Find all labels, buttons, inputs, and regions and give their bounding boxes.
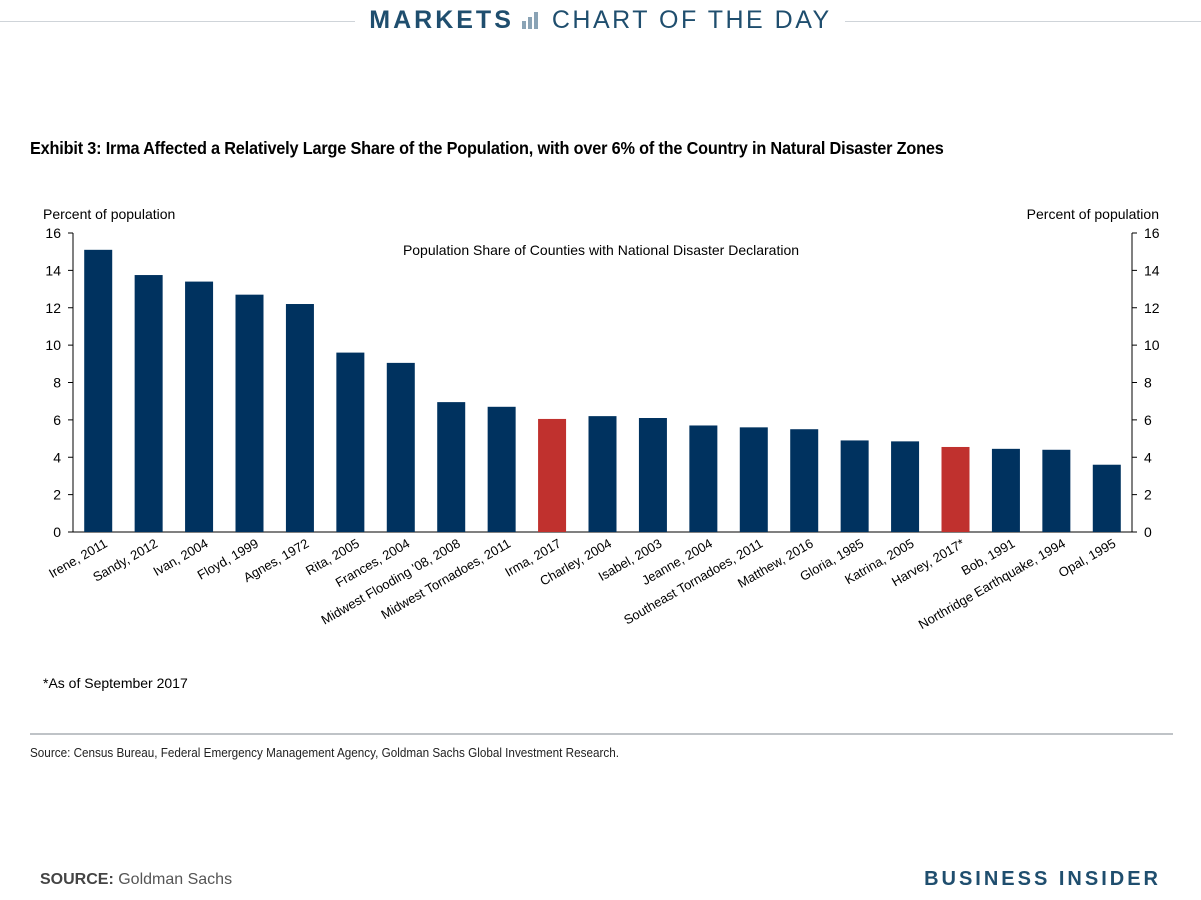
bar [487, 406, 516, 532]
bar [235, 294, 264, 532]
footnote: *As of September 2017 [43, 675, 188, 691]
bar [689, 425, 718, 532]
y-tick-label-left: 4 [53, 449, 61, 465]
y-tick-label-left: 14 [45, 262, 61, 278]
y-tick-label-right: 12 [1144, 300, 1160, 316]
chart-of-the-day-banner: MARKETS CHART OF THE DAY [0, 0, 1201, 44]
bar [185, 281, 214, 532]
y-tick-label-right: 16 [1144, 225, 1160, 241]
source-note: Source: Census Bureau, Federal Emergency… [30, 745, 619, 760]
bar [991, 448, 1020, 532]
bar [1042, 449, 1071, 532]
bar [1092, 464, 1121, 532]
y-tick-label-right: 14 [1144, 262, 1160, 278]
exhibit-title: Exhibit 3: Irma Affected a Relatively La… [30, 138, 944, 158]
banner-heading: MARKETS CHART OF THE DAY [0, 6, 1201, 35]
chart-title: Population Share of Counties with Nation… [403, 242, 799, 258]
markets-label: MARKETS [369, 6, 514, 34]
y-tick-label-left: 6 [53, 412, 61, 428]
divider [30, 733, 1173, 735]
y-tick-label-right: 8 [1144, 375, 1152, 391]
bar [891, 441, 920, 532]
banner-rule-right [845, 21, 1201, 22]
right-axis-label: Percent of population [1027, 206, 1159, 222]
y-tick-label-right: 4 [1144, 449, 1152, 465]
x-tick-label: Opal, 1995 [1056, 536, 1119, 581]
y-tick-label-left: 0 [53, 524, 61, 540]
bars [84, 249, 1121, 532]
bar [84, 249, 113, 532]
bar [840, 440, 869, 532]
source-label: SOURCE: [40, 871, 114, 888]
bar [588, 416, 617, 532]
y-tick-label-left: 2 [53, 487, 61, 503]
y-ticks: 0 0 2 2 4 4 6 6 8 8 10 10 12 12 14 14 16 16 [45, 225, 1159, 540]
bar [134, 275, 163, 532]
bar [437, 402, 466, 532]
source-value: Goldman Sachs [118, 871, 233, 888]
bar-chart-icon [521, 11, 542, 29]
business-insider-logo[interactable]: BUSINESS INSIDER [924, 868, 1161, 890]
bar [638, 418, 667, 532]
bar-chart: Percent of population Percent of populat… [43, 206, 1160, 632]
bar [336, 352, 365, 532]
left-axis-label: Percent of population [43, 206, 175, 222]
chart-of-the-day-label: CHART OF THE DAY [551, 6, 832, 34]
banner-rule-left [0, 21, 355, 22]
y-tick-label-right: 6 [1144, 412, 1152, 428]
bar [386, 362, 415, 532]
y-tick-label-left: 16 [45, 225, 61, 241]
bar [941, 446, 970, 532]
bar [285, 304, 314, 532]
y-tick-label-left: 8 [53, 375, 61, 391]
y-tick-label-right: 2 [1144, 487, 1152, 503]
y-tick-label-right: 0 [1144, 524, 1152, 540]
bar [538, 418, 567, 532]
y-tick-label-left: 10 [45, 337, 61, 353]
bar [790, 429, 819, 532]
y-tick-label-right: 10 [1144, 337, 1160, 353]
bar [739, 427, 768, 532]
source-footer: SOURCE: Goldman Sachs [40, 871, 232, 889]
y-tick-label-left: 12 [45, 300, 61, 316]
